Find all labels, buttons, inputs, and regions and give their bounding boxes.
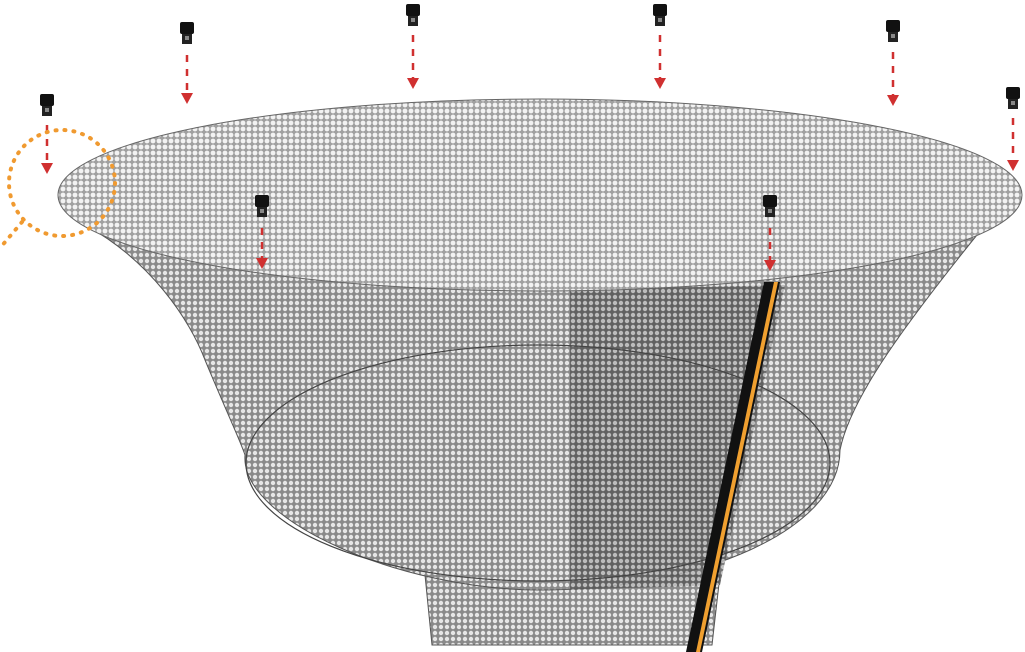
net-panel xyxy=(570,285,785,590)
pole-stripe xyxy=(696,282,778,652)
highlight-circle xyxy=(7,128,117,238)
arrow-heads xyxy=(41,78,1019,271)
net-top xyxy=(57,98,1023,292)
net-bottom-ring xyxy=(245,344,831,582)
highlight-leader xyxy=(0,220,24,250)
fasteners xyxy=(45,35,1015,262)
